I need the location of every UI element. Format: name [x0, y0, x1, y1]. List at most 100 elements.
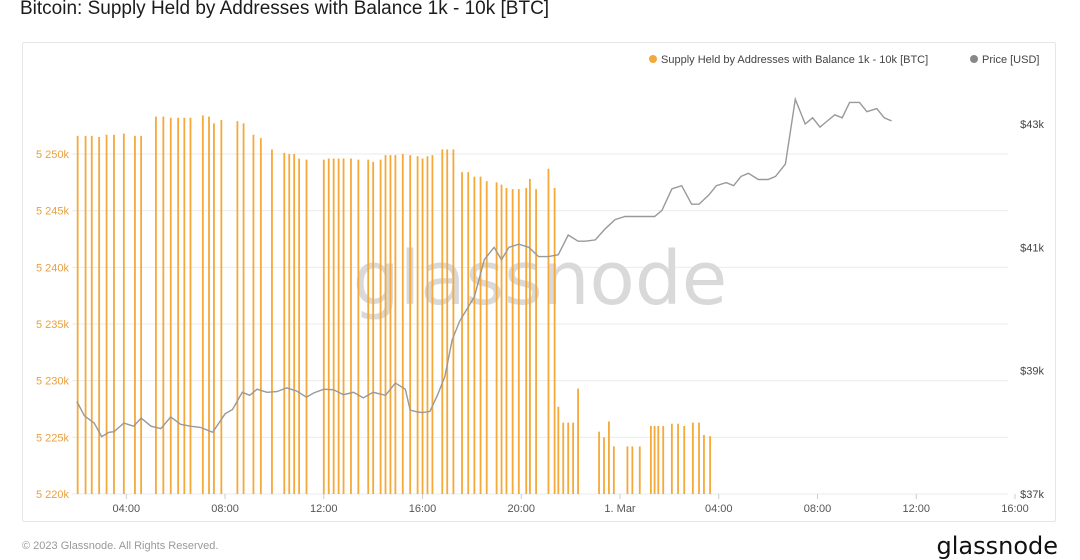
legend-label-price: Price [USD]	[982, 54, 1039, 66]
gridlines	[72, 153, 1008, 495]
supply-bar	[426, 156, 429, 494]
supply-bar	[84, 135, 87, 494]
x-axis-ticks: 04:00 08:00 12:00 16:00 20:00 1. Mar 04:00 08:0…	[113, 494, 1029, 515]
supply-bar	[691, 422, 694, 494]
supply-bar	[322, 159, 325, 494]
supply-bar	[416, 156, 419, 494]
left-axis-tick-label: 5 220k	[36, 489, 70, 501]
supply-bar	[401, 154, 404, 494]
supply-bar	[662, 426, 665, 494]
right-axis-tick-label: $39k	[1020, 366, 1044, 378]
supply-bar	[283, 152, 286, 494]
supply-bar	[631, 446, 634, 494]
supply-bar	[350, 158, 352, 495]
supply-bar	[525, 188, 528, 494]
supply-bar	[703, 435, 705, 494]
supply-bar	[612, 446, 615, 494]
supply-bar	[213, 123, 215, 495]
left-axis-tick-label: 5 245k	[36, 206, 70, 218]
supply-bar	[495, 182, 498, 495]
supply-bar	[389, 155, 392, 494]
supply-bar	[177, 117, 180, 494]
supply-bar	[598, 431, 600, 494]
legend-item-supply[interactable]: Supply Held by Addresses with Balance 1k…	[649, 54, 928, 66]
supply-bar	[134, 135, 136, 494]
supply-bar	[298, 158, 301, 495]
x-axis-tick-label: 08:00	[211, 503, 239, 515]
supply-bar	[431, 155, 434, 494]
supply-bar	[252, 134, 255, 494]
supply-bar	[441, 149, 444, 494]
supply-bar	[485, 181, 488, 494]
supply-bar	[479, 176, 482, 494]
supply-bar	[122, 133, 125, 494]
supply-bar	[357, 159, 360, 494]
supply-bar	[409, 155, 412, 494]
supply-bar	[140, 135, 143, 494]
supply-bar	[379, 159, 382, 494]
x-axis-tick-label: 16:00	[1001, 503, 1029, 515]
x-axis-tick-label: 08:00	[804, 503, 832, 515]
chart-title: Bitcoin: Supply Held by Addresses with B…	[20, 0, 550, 19]
supply-bar	[649, 426, 652, 494]
supply-bar	[535, 189, 537, 494]
legend[interactable]: Supply Held by Addresses with Balance 1k…	[649, 54, 1039, 66]
supply-bar	[500, 184, 503, 494]
x-axis-tick-label: 20:00	[508, 503, 536, 515]
supply-bar	[113, 134, 115, 494]
supply-bar	[98, 137, 101, 494]
price-line	[76, 96, 892, 438]
supply-bar	[529, 178, 531, 494]
watermark: glassnode	[353, 236, 728, 322]
supply-bar	[271, 149, 273, 494]
supply-bar	[394, 155, 397, 494]
supply-bar	[698, 422, 700, 494]
supply-bar	[105, 134, 108, 494]
supply-bar	[242, 123, 245, 495]
x-axis-tick-label: 04:00	[705, 503, 733, 515]
supply-bar	[183, 117, 186, 494]
supply-bar	[683, 426, 686, 494]
left-axis-tick-label: 5 235k	[36, 319, 70, 331]
right-axis-tick-label: $37k	[1020, 489, 1044, 501]
supply-bar	[208, 116, 210, 494]
supply-bar	[452, 149, 455, 494]
supply-bar	[670, 423, 673, 494]
left-axis-tick-label: 5 230k	[36, 376, 70, 388]
supply-bar	[293, 154, 296, 494]
supply-bar	[305, 159, 308, 494]
supply-bar	[677, 423, 679, 494]
supply-bar	[567, 422, 570, 494]
supply-bar	[332, 158, 335, 495]
supply-bar	[259, 138, 262, 494]
supply-bar	[626, 446, 629, 494]
x-axis-tick-label: 12:00	[310, 503, 338, 515]
right-axis-tick-label: $43k	[1020, 119, 1044, 131]
left-axis-ticks: 5 220k 5 225k 5 230k 5 235k 5 240k 5 245k 5 25…	[36, 149, 70, 501]
left-axis-tick-label: 5 250k	[36, 149, 70, 161]
supply-bar	[189, 117, 192, 494]
supply-bar	[446, 149, 449, 494]
supply-bar	[220, 120, 223, 494]
supply-bar	[505, 188, 508, 494]
supply-bar	[384, 155, 387, 494]
supply-bar	[562, 422, 565, 494]
left-axis-tick-label: 5 225k	[36, 432, 70, 444]
legend-dot-icon	[970, 55, 978, 63]
chart-svg: glassnode 5 220k 5 225k 5 230k 5 235k 5 240k…	[36, 54, 1044, 515]
supply-bar	[201, 115, 204, 494]
supply-bar	[608, 421, 610, 494]
x-axis-tick-label: 16:00	[409, 503, 437, 515]
chart-container	[22, 42, 1056, 522]
supply-bar	[162, 116, 165, 494]
supply-bar	[657, 426, 660, 494]
legend-dot-icon	[649, 55, 657, 63]
supply-bar	[342, 158, 345, 495]
right-axis-tick-label: $41k	[1020, 242, 1044, 254]
supply-bar	[709, 436, 712, 494]
legend-item-price[interactable]: Price [USD]	[970, 54, 1039, 66]
supply-bar	[236, 121, 239, 494]
supply-bars	[76, 115, 712, 495]
supply-bar	[577, 388, 579, 494]
glassnode-logo: glassnode	[936, 532, 1058, 560]
